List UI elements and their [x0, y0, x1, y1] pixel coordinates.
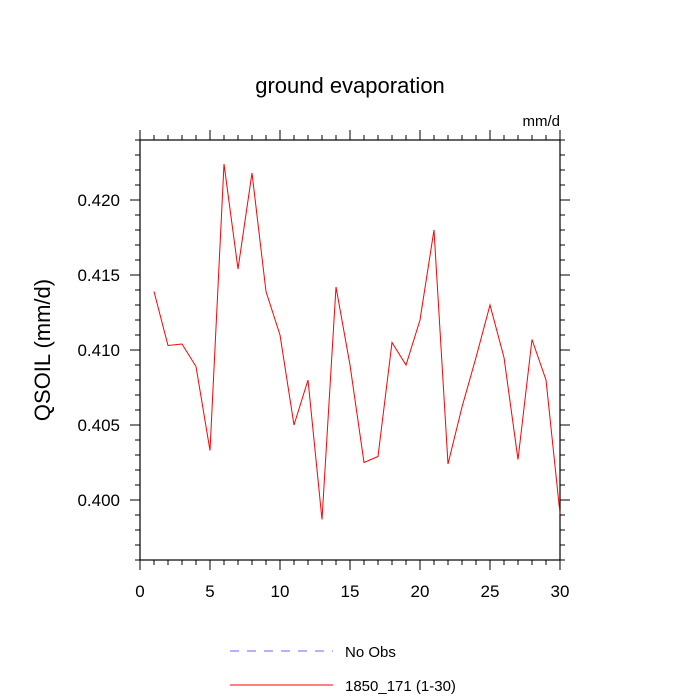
x-tick-label: 10: [271, 582, 290, 601]
series-layer: [153, 163, 561, 520]
y-tick-label: 0.410: [77, 341, 120, 360]
axis-ticks: 0 5 10 15 20 25 30 0.400 0.405 0.410 0.415 0.420: [77, 130, 570, 601]
y-tick-label: 0.415: [77, 266, 120, 285]
x-tick-label: 5: [205, 582, 214, 601]
x-tick-label: 25: [481, 582, 500, 601]
chart-title: ground evaporation: [255, 73, 445, 98]
x-tick-label: 0: [135, 582, 144, 601]
series-line: [153, 163, 561, 520]
x-tick-label: 30: [551, 582, 570, 601]
y-tick-label: 0.420: [77, 191, 120, 210]
y-tick-label: 0.400: [77, 491, 120, 510]
legend-label-no-obs: No Obs: [345, 644, 396, 661]
legend-label-series: 1850_171 (1-30): [345, 678, 456, 695]
x-tick-label: 20: [411, 582, 430, 601]
legend: No Obs 1850_171 (1-30): [230, 644, 456, 695]
y-axis-label: QSOIL (mm/d): [30, 279, 55, 421]
y-tick-label: 0.405: [77, 416, 120, 435]
plot-frame: [139, 139, 561, 561]
units-label: mm/d: [523, 113, 561, 130]
x-tick-label: 15: [341, 582, 360, 601]
